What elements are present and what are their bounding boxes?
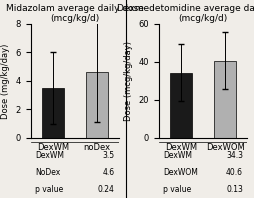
Text: 4.6: 4.6: [102, 168, 114, 177]
Bar: [169, 73, 191, 138]
Text: DexWM: DexWM: [163, 151, 192, 160]
Y-axis label: Dose (mg/kg/day): Dose (mg/kg/day): [1, 43, 10, 119]
Title: Dexmedetomidine average daily dose
(mcg/kg/d): Dexmedetomidine average daily dose (mcg/…: [116, 4, 254, 23]
Text: p value: p value: [35, 185, 63, 194]
Bar: [86, 72, 108, 138]
Y-axis label: Dose (mcg/kg/day): Dose (mcg/kg/day): [123, 41, 132, 121]
Text: 0.13: 0.13: [225, 185, 242, 194]
Text: 34.3: 34.3: [225, 151, 242, 160]
Text: p value: p value: [163, 185, 191, 194]
Text: 3.5: 3.5: [102, 151, 114, 160]
Bar: [41, 88, 64, 138]
Text: DexWOM: DexWOM: [163, 168, 197, 177]
Bar: [213, 61, 235, 138]
Text: NoDex: NoDex: [35, 168, 60, 177]
Text: 0.24: 0.24: [97, 185, 114, 194]
Title: Midazolam average daily dose
(mcg/kg/d): Midazolam average daily dose (mcg/kg/d): [6, 4, 143, 23]
Text: DexWM: DexWM: [35, 151, 64, 160]
Text: 40.6: 40.6: [225, 168, 242, 177]
